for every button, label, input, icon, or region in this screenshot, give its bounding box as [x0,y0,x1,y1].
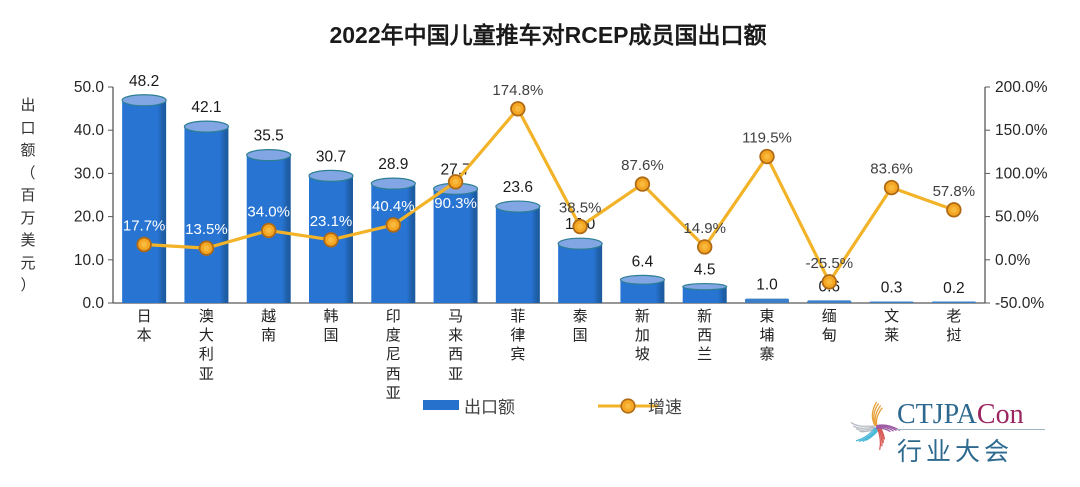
svg-text:6.4: 6.4 [632,253,654,270]
svg-text:57.8%: 57.8% [933,183,976,200]
svg-text:30.0: 30.0 [74,165,105,182]
svg-text:0.2: 0.2 [943,280,965,297]
svg-text:174.8%: 174.8% [492,82,543,99]
svg-text:100.0%: 100.0% [995,165,1048,182]
svg-text:50.0%: 50.0% [995,209,1039,226]
svg-text:23.6: 23.6 [503,179,533,196]
svg-text:38.5%: 38.5% [559,200,602,217]
svg-text:0.0: 0.0 [82,295,104,312]
svg-text:40.0: 40.0 [74,122,105,139]
svg-text:119.5%: 119.5% [742,130,792,147]
svg-text:10.0: 10.0 [74,252,105,269]
svg-text:48.2: 48.2 [129,73,159,90]
svg-text:42.1: 42.1 [191,99,221,116]
svg-text:200.0%: 200.0% [995,79,1048,96]
svg-text:83.6%: 83.6% [870,161,913,178]
svg-text:28.9: 28.9 [378,156,408,173]
svg-text:87.6%: 87.6% [621,157,664,174]
svg-text:50.0: 50.0 [74,79,105,96]
svg-text:14.9%: 14.9% [683,220,726,237]
svg-text:0.3: 0.3 [881,280,903,297]
svg-text:13.5%: 13.5% [185,221,228,238]
svg-text:1.0: 1.0 [756,277,778,294]
svg-text:30.7: 30.7 [316,148,346,165]
svg-text:90.3%: 90.3% [434,195,477,212]
svg-text:150.0%: 150.0% [995,122,1048,139]
svg-text:20.0: 20.0 [74,209,105,226]
svg-text:4.5: 4.5 [694,262,716,279]
svg-text:35.5: 35.5 [254,128,284,145]
svg-text:34.0%: 34.0% [247,203,290,220]
svg-text:17.7%: 17.7% [123,218,166,235]
svg-text:40.4%: 40.4% [372,198,415,215]
svg-text:-50.0%: -50.0% [995,295,1044,312]
svg-text:23.1%: 23.1% [310,213,353,230]
svg-text:-25.5%: -25.5% [806,255,854,272]
svg-text:0.0%: 0.0% [995,252,1031,269]
